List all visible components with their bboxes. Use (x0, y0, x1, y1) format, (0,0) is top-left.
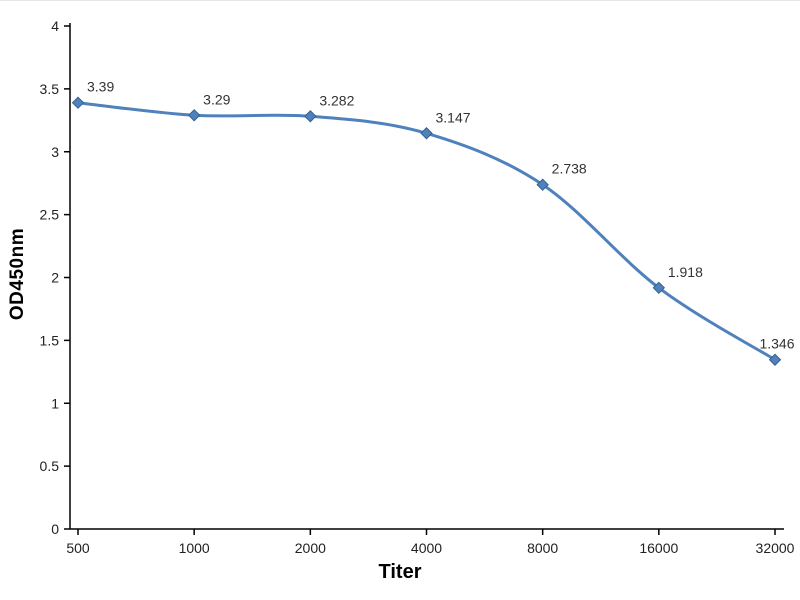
data-point-label: 2.738 (552, 161, 587, 177)
x-axis-title: Titer (378, 561, 422, 583)
data-point-label: 3.29 (203, 91, 230, 107)
data-point-label: 3.147 (436, 109, 471, 125)
y-tick-label: 3 (51, 144, 59, 160)
x-tick-label: 8000 (527, 540, 558, 556)
y-axis-title: OD450nm (7, 227, 28, 321)
data-point-marker (652, 281, 666, 295)
data-point-marker (71, 96, 85, 109)
data-point-marker (187, 109, 201, 122)
y-tick-label: 4 (51, 18, 59, 34)
data-point-marker (768, 353, 782, 366)
data-point-marker (304, 110, 317, 123)
y-tick-label: 1.5 (40, 332, 60, 348)
x-tick-label: 500 (66, 540, 90, 556)
data-point-label: 1.346 (759, 336, 794, 352)
data-point-label: 3.39 (87, 79, 114, 95)
y-tick-label: 2 (51, 270, 59, 286)
data-point-label: 3.282 (319, 92, 354, 108)
data-point-marker (420, 127, 433, 140)
y-tick-label: 0 (51, 521, 59, 537)
x-tick-label: 4000 (411, 540, 442, 556)
data-series-line (76, 101, 777, 362)
x-tick-label: 16000 (639, 540, 678, 556)
y-tick-label: 3.5 (40, 81, 60, 97)
y-tick-label: 2.5 (40, 207, 60, 223)
y-tick-label: 0.5 (40, 458, 60, 474)
data-point-marker (536, 178, 549, 191)
y-tick-label: 1 (51, 395, 59, 411)
x-tick-label: 1000 (179, 540, 210, 556)
x-tick-label: 32000 (756, 540, 795, 556)
data-point-label: 1.918 (668, 264, 703, 280)
x-tick-label: 2000 (295, 540, 326, 556)
